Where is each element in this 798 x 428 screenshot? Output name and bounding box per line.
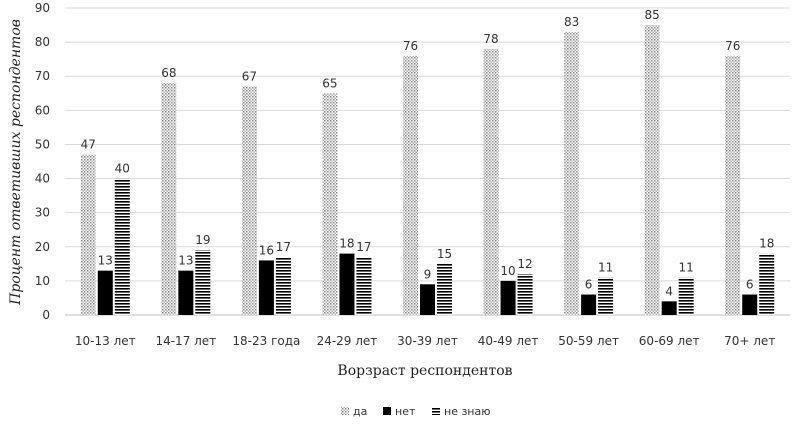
bar-нет (97, 270, 113, 315)
data-label: 68 (161, 66, 176, 80)
data-label: 85 (645, 8, 660, 22)
data-label: 12 (517, 257, 532, 271)
x-category-label: 10-13 лет (75, 334, 136, 348)
data-label: 17 (276, 240, 291, 254)
legend: да нет не знаю (341, 405, 491, 418)
data-label: 76 (403, 39, 418, 53)
bar-не-знаю (598, 277, 614, 315)
x-category-label: 30-39 лет (397, 334, 458, 348)
data-label: 10 (500, 264, 515, 278)
bar-не-знаю (195, 250, 211, 315)
y-tick-label: 60 (35, 103, 50, 117)
data-label: 4 (665, 284, 673, 298)
bar-нет (339, 253, 355, 315)
bar-да (483, 48, 499, 315)
x-category-label: 18-23 года (232, 334, 300, 348)
bar-нет (742, 294, 758, 315)
x-category-label: 50-59 лет (558, 334, 619, 348)
bar-да (80, 154, 96, 315)
bar-не-знаю (437, 263, 452, 315)
legend-swatch (341, 407, 349, 415)
data-label: 15 (437, 247, 452, 261)
x-category-label: 70+ лет (724, 334, 775, 348)
y-tick-label: 30 (35, 206, 50, 220)
data-label: 9 (424, 267, 432, 281)
legend-label: не знаю (444, 405, 491, 418)
bar-нет (661, 301, 677, 315)
bar-да (161, 83, 177, 316)
data-label: 67 (242, 69, 257, 83)
bar-да (403, 55, 418, 315)
x-category-label: 14-17 лет (155, 334, 216, 348)
data-label: 13 (98, 254, 113, 268)
bar-не-знаю (356, 257, 372, 315)
y-tick-label: 0 (42, 308, 50, 322)
legend-label: да (353, 405, 367, 418)
bar-да (644, 25, 660, 316)
y-tick-label: 10 (35, 274, 50, 288)
y-tick-label: 80 (35, 35, 50, 49)
bar-нет (258, 260, 274, 315)
data-label: 17 (356, 240, 371, 254)
x-category-label: 24-29 лет (317, 334, 378, 348)
y-tick-label: 20 (35, 240, 50, 254)
bar-не-знаю (678, 277, 694, 315)
data-label: 78 (483, 32, 498, 46)
bar-не-знаю (114, 178, 130, 315)
data-label: 65 (322, 76, 337, 90)
bar-да (564, 31, 580, 315)
y-tick-label: 90 (35, 1, 50, 15)
data-label: 18 (339, 237, 354, 251)
y-tick-label: 40 (35, 172, 50, 186)
bar-да (725, 55, 741, 315)
bar-нет (178, 270, 194, 315)
data-label: 40 (115, 162, 130, 176)
bar-нет (500, 280, 516, 315)
data-label: 13 (178, 254, 193, 268)
y-axis-title: Процент ответивших респондентов (8, 19, 24, 306)
x-axis-categories: 10-13 лет 14-17 лет 18-23 года 24-29 лет 30-… (75, 334, 775, 348)
bar-не-знаю (275, 257, 291, 315)
legend-label: нет (395, 405, 416, 418)
data-label: 19 (195, 233, 210, 247)
legend-swatch (383, 407, 391, 415)
data-label: 16 (259, 243, 274, 257)
data-label: 47 (81, 138, 96, 152)
bar-да (241, 86, 257, 315)
data-label: 6 (746, 278, 754, 292)
data-label: 6 (585, 278, 593, 292)
data-label: 11 (598, 260, 613, 274)
data-label: 11 (679, 260, 694, 274)
x-axis-title: Ворзраст респондентов (337, 363, 512, 379)
bar-не-знаю (517, 274, 533, 315)
bar-нет (420, 284, 435, 315)
y-axis-ticks: 0 10 20 30 40 50 60 70 80 90 (35, 1, 50, 322)
legend-swatch (432, 407, 440, 415)
x-category-label: 60-69 лет (639, 334, 700, 348)
x-category-label: 40-49 лет (478, 334, 539, 348)
bar-да (322, 93, 338, 316)
bar-нет (581, 294, 597, 315)
y-tick-label: 70 (35, 69, 50, 83)
bars (80, 25, 775, 316)
data-label: 83 (564, 15, 579, 29)
data-label: 18 (759, 237, 774, 251)
bar-не-знаю (759, 253, 775, 315)
data-label: 76 (725, 39, 740, 53)
y-tick-label: 50 (35, 137, 50, 151)
